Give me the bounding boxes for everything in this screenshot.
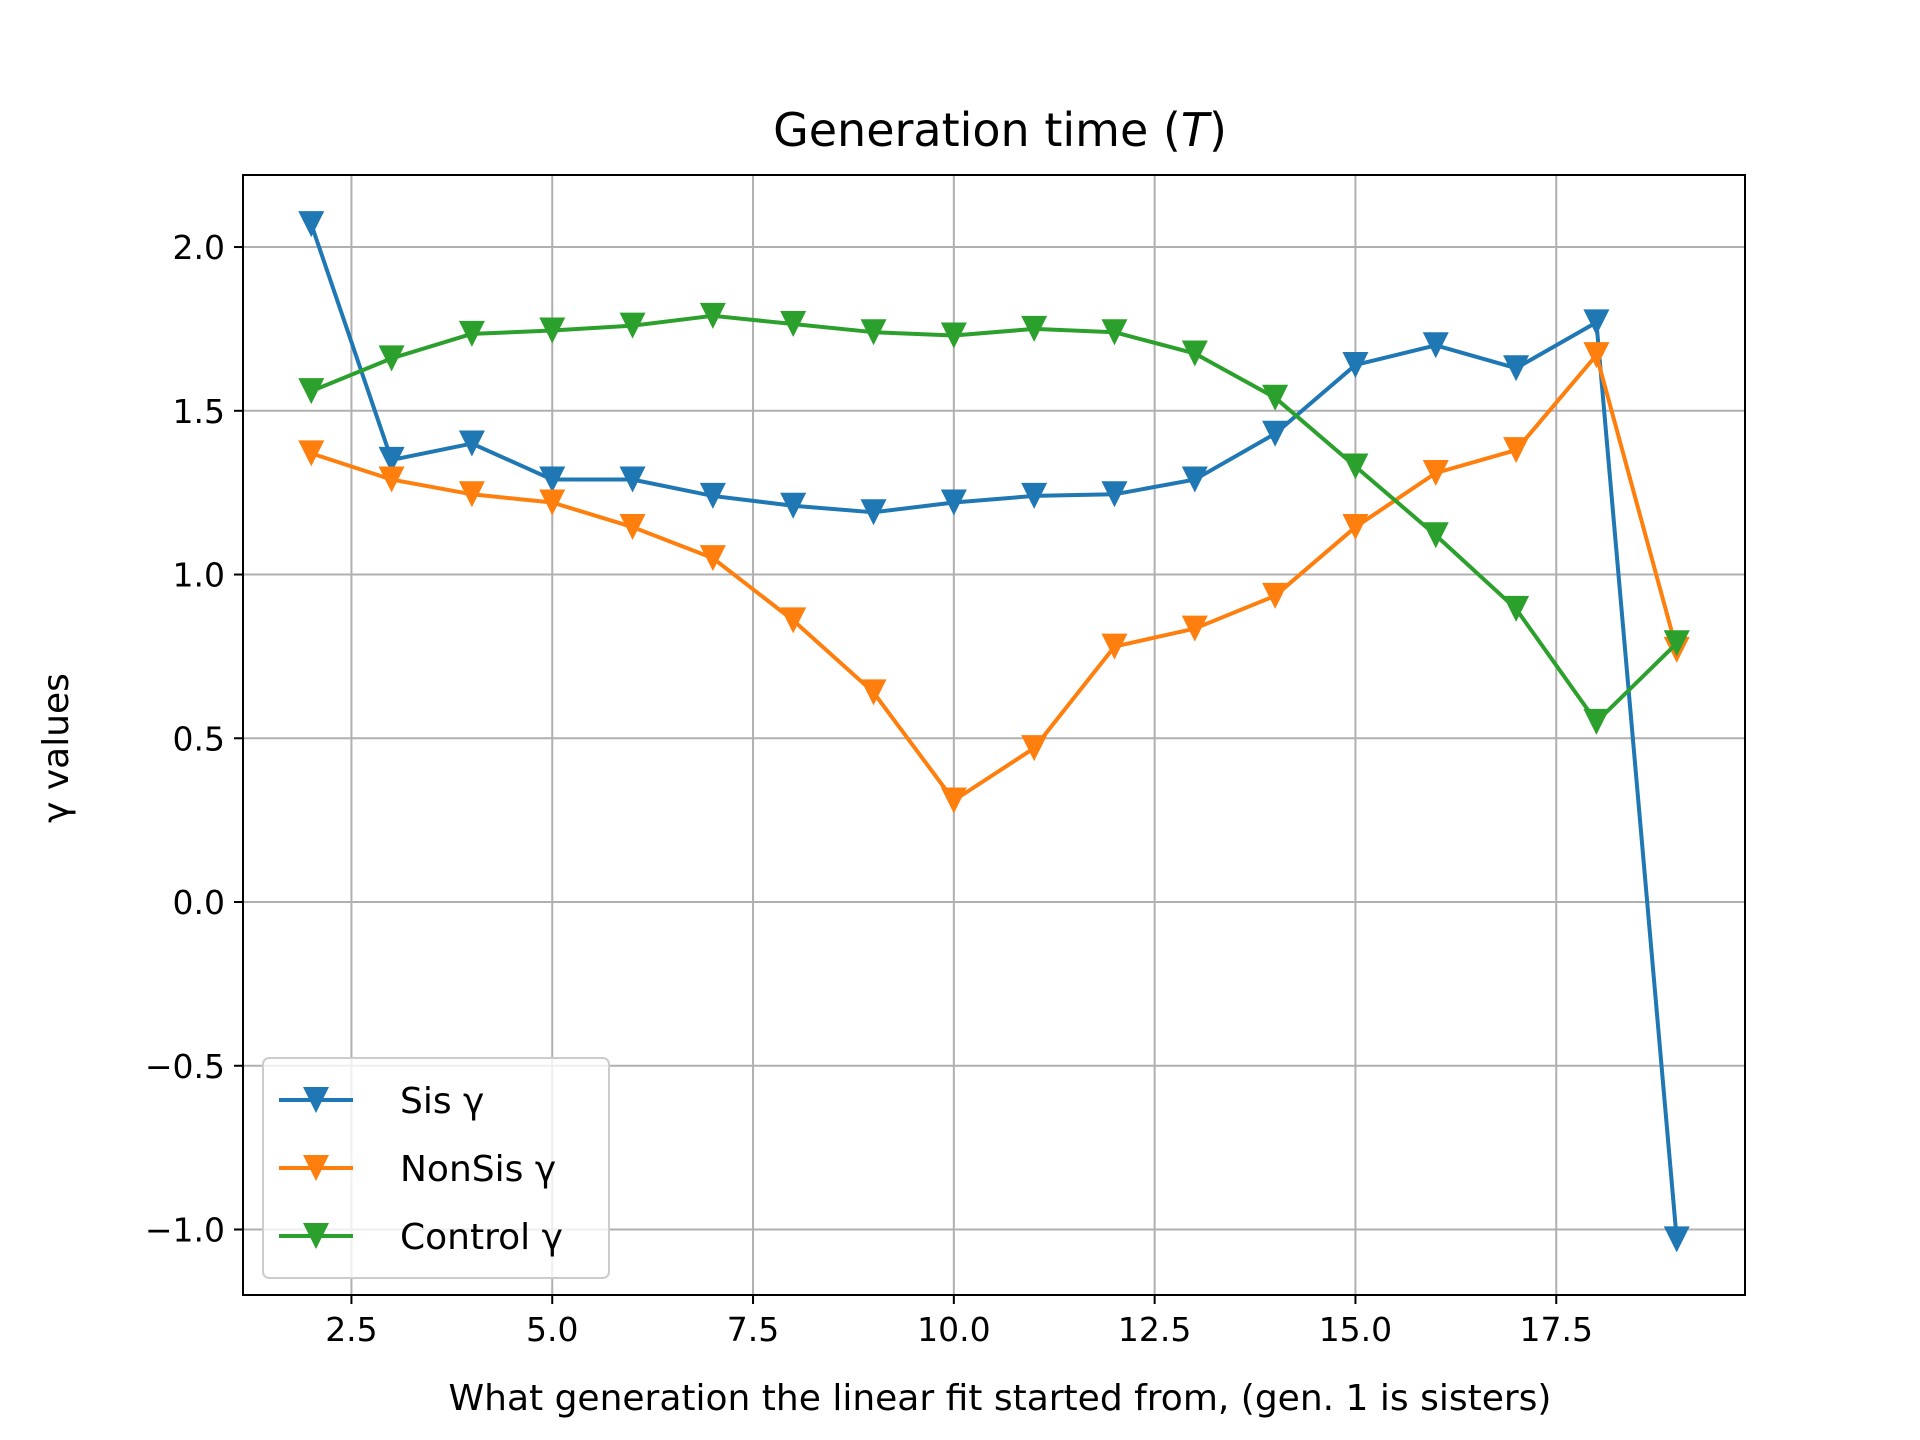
y-tick-label: 0.0	[173, 883, 225, 922]
series-line	[310, 313, 1679, 724]
legend-label: Control γ	[400, 1217, 563, 1258]
chart-title: Generation time (T)	[773, 103, 1227, 157]
data-point	[378, 446, 405, 473]
data-point	[378, 466, 405, 493]
x-tick-label: 7.5	[727, 1310, 779, 1349]
data-point	[378, 345, 405, 372]
data-point	[1583, 708, 1610, 735]
data-point	[1663, 1226, 1690, 1253]
x-tick-label: 10.0	[917, 1310, 990, 1349]
data-point	[1262, 582, 1289, 609]
data-point	[298, 211, 325, 238]
data-point	[1503, 437, 1530, 464]
data-point	[1583, 342, 1610, 369]
data-point	[1021, 482, 1048, 509]
data-point	[1181, 615, 1208, 642]
data-point	[780, 311, 807, 338]
data-point	[539, 489, 566, 516]
y-tick-label: −1.0	[145, 1211, 225, 1250]
y-tick-label: 2.0	[173, 228, 225, 267]
legend-item: NonSis γ	[279, 1149, 556, 1190]
data-point	[699, 302, 726, 329]
series-2	[298, 302, 1690, 735]
legend: Sis γ NonSis γ Control γ	[262, 1057, 610, 1279]
data-point	[1021, 315, 1048, 342]
data-point	[1342, 351, 1369, 378]
data-point	[780, 607, 807, 634]
data-point	[860, 679, 887, 706]
data-point	[1021, 735, 1048, 762]
data-point	[1342, 514, 1369, 541]
x-tick-label: 12.5	[1118, 1310, 1191, 1349]
series-1	[298, 342, 1690, 814]
series-0	[298, 211, 1690, 1253]
data-point	[699, 545, 726, 572]
legend-item: Sis γ	[279, 1081, 484, 1122]
data-point	[539, 466, 566, 493]
x-tick-label: 17.5	[1520, 1310, 1593, 1349]
series-layer	[298, 211, 1690, 1253]
legend-item: Control γ	[279, 1217, 563, 1258]
data-point	[1422, 522, 1449, 549]
data-point	[1422, 460, 1449, 487]
legend-label: Sis γ	[400, 1081, 484, 1122]
data-point	[1101, 319, 1128, 346]
data-point	[1262, 420, 1289, 447]
data-point	[699, 482, 726, 509]
ticks: 2.5 5.0 7.5 10.0 12.5 15.0 17.5 −1.0 −0.5 0.0 0.5 1…	[145, 228, 1593, 1349]
data-point	[458, 320, 485, 347]
data-point	[780, 492, 807, 519]
x-tick-label: 15.0	[1319, 1310, 1392, 1349]
data-point	[458, 430, 485, 457]
data-point	[1262, 384, 1289, 411]
data-point	[1181, 340, 1208, 367]
y-tick-label: 1.0	[173, 556, 225, 595]
legend-marker	[303, 1087, 329, 1113]
data-point	[1101, 633, 1128, 660]
data-point	[860, 319, 887, 346]
data-point	[1342, 453, 1369, 480]
data-point	[940, 787, 967, 814]
data-point	[1583, 309, 1610, 336]
data-point	[619, 466, 646, 493]
series-line	[309, 223, 1679, 1240]
y-tick-label: 0.5	[173, 719, 225, 758]
legend-box	[262, 1057, 610, 1279]
y-axis-label: γ values	[36, 673, 77, 823]
data-point	[860, 499, 887, 526]
series-line	[310, 353, 1679, 803]
data-point	[619, 312, 646, 339]
data-point	[458, 481, 485, 508]
data-point	[619, 514, 646, 541]
data-point	[1503, 355, 1530, 382]
y-tick-label: −0.5	[145, 1047, 225, 1086]
data-point	[1663, 630, 1690, 657]
data-point	[940, 489, 967, 516]
y-tick-label: 1.5	[173, 392, 225, 431]
data-point	[539, 317, 566, 344]
data-point	[1422, 332, 1449, 359]
data-point	[1181, 466, 1208, 493]
legend-label: NonSis γ	[400, 1149, 556, 1190]
x-tick-label: 5.0	[526, 1310, 578, 1349]
data-point	[1101, 481, 1128, 508]
legend-marker	[303, 1223, 329, 1249]
data-point	[298, 378, 325, 405]
plot-frame	[242, 174, 1746, 1296]
data-point	[940, 322, 967, 349]
x-axis-label: What generation the linear fit started f…	[449, 1378, 1552, 1419]
data-point	[298, 440, 325, 467]
data-point	[1503, 595, 1530, 622]
legend-marker	[303, 1155, 329, 1181]
x-tick-label: 2.5	[325, 1310, 377, 1349]
